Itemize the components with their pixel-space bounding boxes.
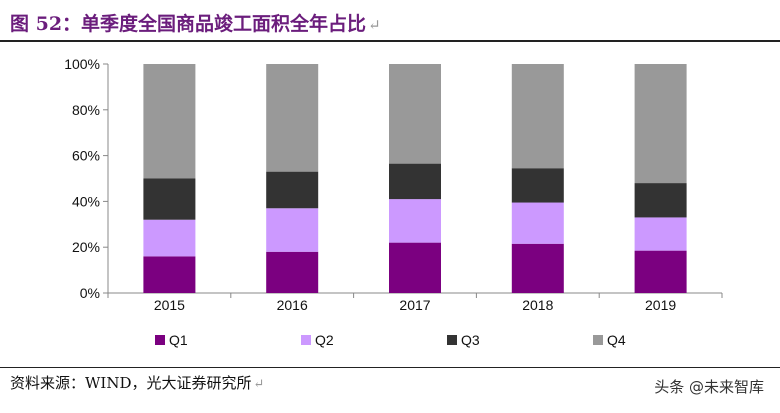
y-tick-label: 80% [72,102,100,118]
bar-q1-2017 [389,242,441,293]
x-tick-label: 2019 [645,297,676,313]
title-rule [0,40,780,42]
y-tick-label: 60% [72,148,100,164]
y-tick-label: 40% [72,193,100,209]
legend-swatch-q1 [155,335,165,345]
bar-q3-2016 [266,171,319,209]
x-tick-label: 2016 [277,297,308,313]
x-tick-label: 2017 [399,297,430,313]
legend-label-q4: Q4 [607,332,626,348]
y-tick-label: 0% [80,285,100,301]
legend-swatch-q2 [301,335,311,345]
x-tick-label: 2015 [154,297,185,313]
chart-title: 图 52：单季度全国商品竣工面积全年占比 ↵ [10,13,381,35]
bar-q2-2015 [143,219,196,257]
bar-q4-2019 [634,64,687,184]
bar-q1-2019 [634,250,687,293]
bar-q3-2019 [634,183,687,218]
x-tick-label: 2018 [522,297,553,313]
bar-q1-2015 [143,256,196,293]
legend-label-q2: Q2 [315,332,334,348]
legend-swatch-q3 [447,335,457,345]
bar-q2-2016 [266,208,319,252]
watermark: 头条 @未来智库 [654,378,764,396]
y-tick-label: 100% [64,56,100,72]
bar-q4-2016 [266,64,319,172]
legend-label-q1: Q1 [169,332,188,348]
stacked-bar-chart: 0% 20% 40% 60% 80% 100% 2015 2016 2017 2018 2019 Q1… [64,56,723,348]
bar-q1-2018 [511,243,564,293]
source-note: 资料来源：WIND，光大证券研究所 ↵ [10,374,265,392]
legend-label-q3: Q3 [461,332,480,348]
y-tick-label: 20% [72,239,100,255]
bar-q3-2017 [389,163,441,200]
bar-q4-2015 [143,64,196,179]
bar-q2-2019 [634,217,687,251]
bar-q1-2016 [266,251,319,293]
bar-q4-2018 [511,64,564,169]
source-rule [0,367,780,368]
bar-q3-2015 [143,178,196,220]
legend-swatch-q4 [593,335,603,345]
bar-q3-2018 [511,168,564,203]
bar-q2-2017 [389,199,441,243]
bar-q2-2018 [511,202,564,244]
bar-q4-2017 [389,64,441,164]
